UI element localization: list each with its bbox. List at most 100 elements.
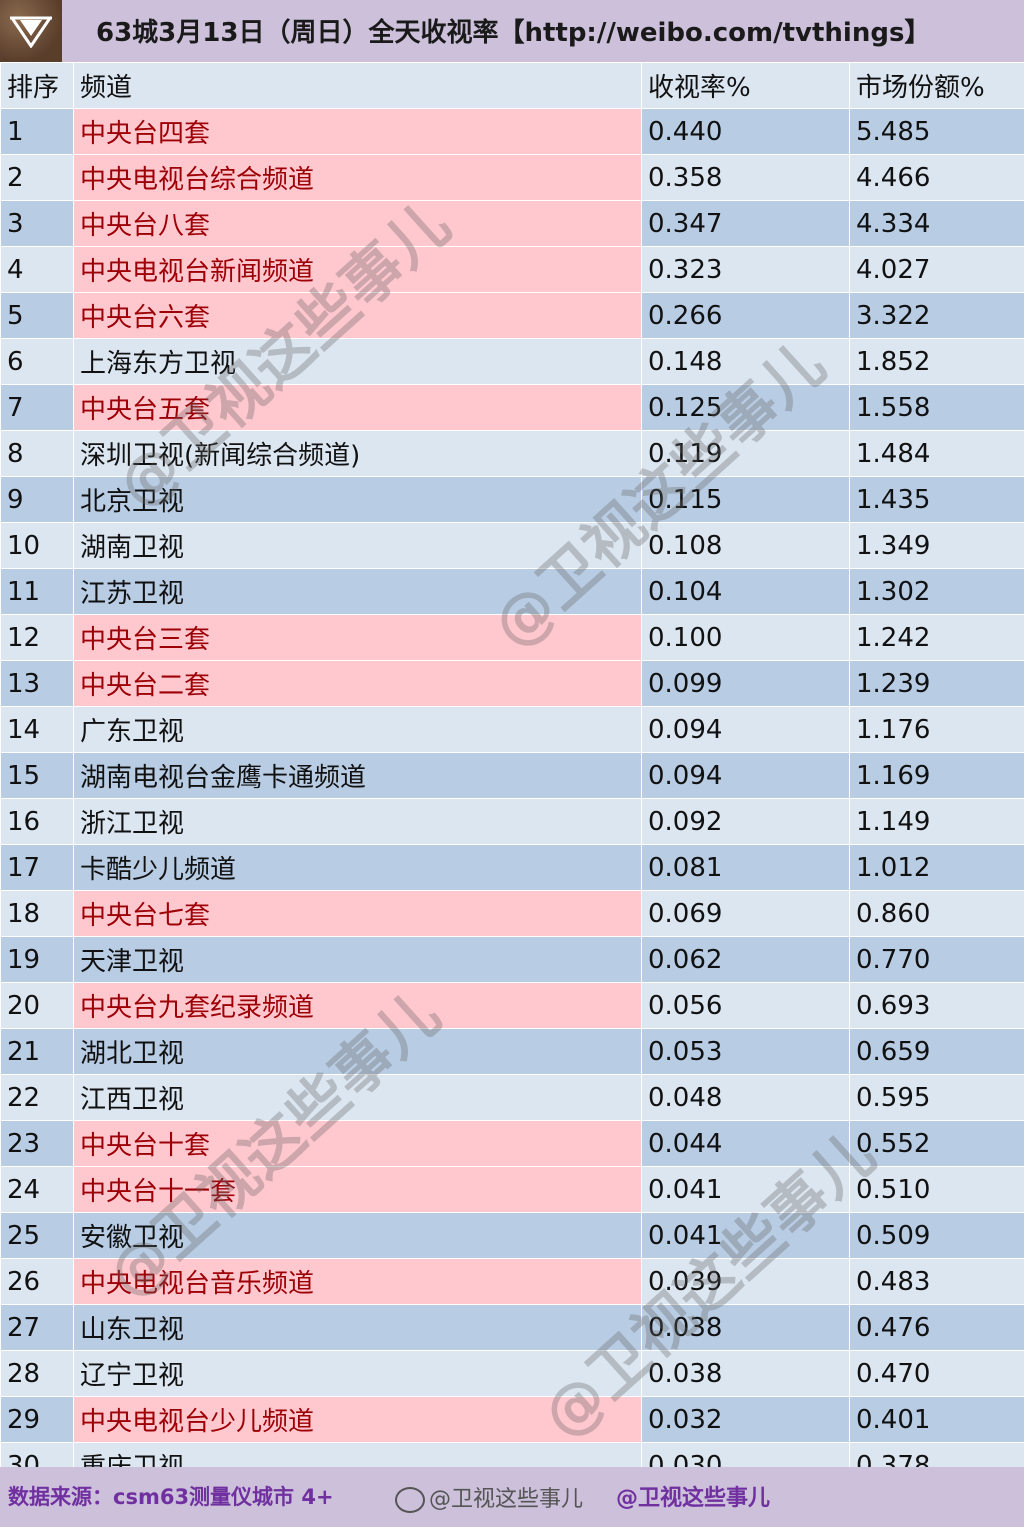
rank-cell: 25 xyxy=(0,1212,74,1259)
channel-cell: 中央台七套 xyxy=(73,890,642,937)
table-row: 8 深圳卫视(新闻综合频道) 0.119 1.484 xyxy=(0,430,1024,477)
share-cell: 1.484 xyxy=(849,430,1024,477)
share-cell: 4.334 xyxy=(849,200,1024,247)
table-row: 12 中央台三套 0.100 1.242 xyxy=(0,614,1024,661)
channel-cell: 浙江卫视 xyxy=(73,798,642,845)
rating-cell: 0.039 xyxy=(641,1258,850,1305)
share-cell: 0.659 xyxy=(849,1028,1024,1075)
share-cell: 1.349 xyxy=(849,522,1024,569)
channel-cell: 辽宁卫视 xyxy=(73,1350,642,1397)
rank-cell: 29 xyxy=(0,1396,74,1443)
table-row: 1 中央台四套 0.440 5.485 xyxy=(0,108,1024,155)
share-cell: 1.169 xyxy=(849,752,1024,799)
table-row: 14 广东卫视 0.094 1.176 xyxy=(0,706,1024,753)
rating-cell: 0.125 xyxy=(641,384,850,431)
rating-cell: 0.094 xyxy=(641,706,850,753)
table-row: 11 江苏卫视 0.104 1.302 xyxy=(0,568,1024,615)
data-source-note: 数据来源：csm63测量仪城市 4+ xyxy=(8,1485,334,1509)
channel-cell: 山东卫视 xyxy=(73,1304,642,1351)
channel-cell: 中央台九套纪录频道 xyxy=(73,982,642,1029)
rating-cell: 0.323 xyxy=(641,246,850,293)
rank-cell: 28 xyxy=(0,1350,74,1397)
table-row: 5 中央台六套 0.266 3.322 xyxy=(0,292,1024,339)
rating-cell: 0.347 xyxy=(641,200,850,247)
channel-cell: 中央台四套 xyxy=(73,108,642,155)
channel-cell: 湖南卫视 xyxy=(73,522,642,569)
rank-cell: 8 xyxy=(0,430,74,477)
share-cell: 1.176 xyxy=(849,706,1024,753)
channel-cell: 中央电视台新闻频道 xyxy=(73,246,642,293)
table-row: 27 山东卫视 0.038 0.476 xyxy=(0,1304,1024,1351)
table-row: 6 上海东方卫视 0.148 1.852 xyxy=(0,338,1024,385)
share-cell: 1.149 xyxy=(849,798,1024,845)
rating-cell: 0.053 xyxy=(641,1028,850,1075)
rating-cell: 0.062 xyxy=(641,936,850,983)
rank-cell: 17 xyxy=(0,844,74,891)
rank-cell: 27 xyxy=(0,1304,74,1351)
rank-cell: 19 xyxy=(0,936,74,983)
table-row: 16 浙江卫视 0.092 1.149 xyxy=(0,798,1024,845)
table-row: 2 中央电视台综合频道 0.358 4.466 xyxy=(0,154,1024,201)
channel-cell: 中央台六套 xyxy=(73,292,642,339)
column-header-channel: 频道 xyxy=(73,62,642,109)
weibo-watermark: @卫视这些事儿 xyxy=(395,1481,583,1513)
rank-cell: 9 xyxy=(0,476,74,523)
page-header: 63城3月13日（周日）全天收视率【http://weibo.com/tvthi… xyxy=(0,0,1024,62)
rank-cell: 4 xyxy=(0,246,74,293)
rank-cell: 23 xyxy=(0,1120,74,1167)
share-cell: 1.852 xyxy=(849,338,1024,385)
table-row: 4 中央电视台新闻频道 0.323 4.027 xyxy=(0,246,1024,293)
share-cell: 1.239 xyxy=(849,660,1024,707)
table-row: 18 中央台七套 0.069 0.860 xyxy=(0,890,1024,937)
rating-cell: 0.099 xyxy=(641,660,850,707)
rank-cell: 16 xyxy=(0,798,74,845)
rank-cell: 7 xyxy=(0,384,74,431)
share-cell: 1.558 xyxy=(849,384,1024,431)
channel-cell: 中央电视台少儿频道 xyxy=(73,1396,642,1443)
weibo-handle: @卫视这些事儿 xyxy=(616,1486,771,1511)
rating-cell: 0.069 xyxy=(641,890,850,937)
rating-cell: 0.148 xyxy=(641,338,850,385)
channel-cell: 中央台三套 xyxy=(73,614,642,661)
table-row: 28 辽宁卫视 0.038 0.470 xyxy=(0,1350,1024,1397)
channel-cell: 深圳卫视(新闻综合频道) xyxy=(73,430,642,477)
table-row: 22 江西卫视 0.048 0.595 xyxy=(0,1074,1024,1121)
channel-cell: 江西卫视 xyxy=(73,1074,642,1121)
page-footer: 数据来源：csm63测量仪城市 4+ @卫视这些事儿 @卫视这些事儿 xyxy=(0,1467,1024,1527)
rank-cell: 15 xyxy=(0,752,74,799)
rating-cell: 0.038 xyxy=(641,1304,850,1351)
rating-cell: 0.081 xyxy=(641,844,850,891)
column-header-rank: 排序 xyxy=(0,62,74,109)
table-row: 9 北京卫视 0.115 1.435 xyxy=(0,476,1024,523)
share-cell: 0.483 xyxy=(849,1258,1024,1305)
channel-cell: 卡酷少儿频道 xyxy=(73,844,642,891)
weibo-icon xyxy=(395,1487,425,1513)
rank-cell: 10 xyxy=(0,522,74,569)
page-title: 63城3月13日（周日）全天收视率【http://weibo.com/tvthi… xyxy=(96,18,931,48)
share-cell: 3.322 xyxy=(849,292,1024,339)
table-body: 1 中央台四套 0.440 5.485 2 中央电视台综合频道 0.358 4.466 3 中央台… xyxy=(0,108,1024,1489)
channel-cell: 中央电视台综合频道 xyxy=(73,154,642,201)
rank-cell: 11 xyxy=(0,568,74,615)
table-row: 21 湖北卫视 0.053 0.659 xyxy=(0,1028,1024,1075)
rank-cell: 1 xyxy=(0,108,74,155)
rank-cell: 24 xyxy=(0,1166,74,1213)
table-row: 23 中央台十套 0.044 0.552 xyxy=(0,1120,1024,1167)
ratings-table: 排序 频道 收视率% 市场份额% 1 中央台四套 0.440 5.485 2 中央电视台综… xyxy=(0,62,1024,1489)
rank-cell: 26 xyxy=(0,1258,74,1305)
channel-cell: 中央台二套 xyxy=(73,660,642,707)
rank-cell: 3 xyxy=(0,200,74,247)
channel-cell: 中央台五套 xyxy=(73,384,642,431)
share-cell: 0.693 xyxy=(849,982,1024,1029)
channel-cell: 北京卫视 xyxy=(73,476,642,523)
share-cell: 0.476 xyxy=(849,1304,1024,1351)
logo-triangle xyxy=(10,16,52,48)
table-row: 29 中央电视台少儿频道 0.032 0.401 xyxy=(0,1396,1024,1443)
table-row: 20 中央台九套纪录频道 0.056 0.693 xyxy=(0,982,1024,1029)
share-cell: 0.470 xyxy=(849,1350,1024,1397)
rating-cell: 0.358 xyxy=(641,154,850,201)
table-row: 3 中央台八套 0.347 4.334 xyxy=(0,200,1024,247)
share-cell: 0.509 xyxy=(849,1212,1024,1259)
rating-cell: 0.108 xyxy=(641,522,850,569)
rating-cell: 0.056 xyxy=(641,982,850,1029)
